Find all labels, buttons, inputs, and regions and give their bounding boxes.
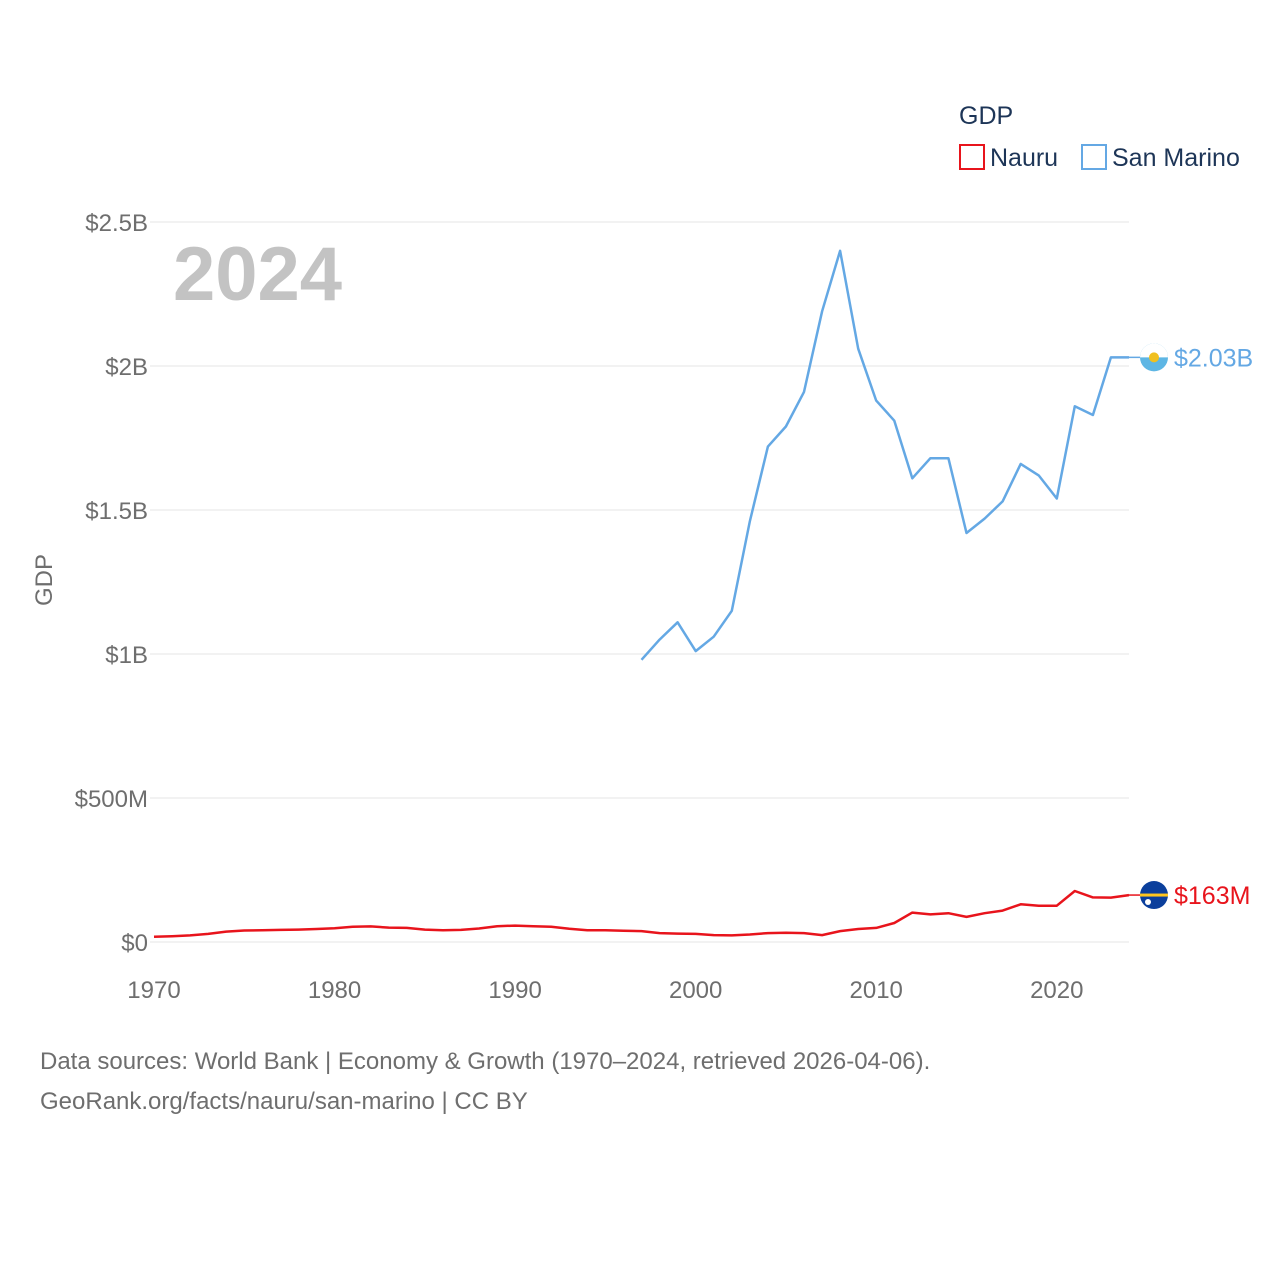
flag-stripe bbox=[1140, 893, 1168, 897]
grid-lines bbox=[150, 221, 1129, 943]
flag-emblem bbox=[1149, 352, 1159, 363]
x-tick-label: 2020 bbox=[1030, 977, 1083, 1004]
gdp-line-chart: $0 $500M $1B $1.5B $2B $2.5B 1970 1980 1990 2000… bbox=[31, 102, 1253, 1004]
legend-swatch-nauru bbox=[959, 144, 985, 170]
series-end-markers: $163M $2.03B bbox=[1129, 343, 1253, 910]
flag-star bbox=[1145, 899, 1151, 906]
y-axis-label: GDP bbox=[31, 554, 58, 606]
end-label-san-marino: $2.03B bbox=[1174, 344, 1253, 372]
x-tick-label: 1990 bbox=[488, 977, 541, 1004]
y-tick-label: $1.5B bbox=[85, 498, 148, 525]
legend-item-nauru[interactable]: Nauru bbox=[959, 144, 1058, 172]
y-tick-label: $1B bbox=[105, 642, 148, 669]
y-axis-ticks: $0 $500M $1B $1.5B $2B $2.5B bbox=[75, 210, 148, 957]
footer: Data sources: World Bank | Economy & Gro… bbox=[40, 1042, 930, 1122]
end-label-nauru: $163M bbox=[1174, 882, 1250, 910]
y-tick-label: $0 bbox=[121, 930, 148, 957]
nauru-flag-icon bbox=[1140, 881, 1168, 910]
series-lines bbox=[153, 249, 1130, 939]
legend-item-san-marino[interactable]: San Marino bbox=[1081, 144, 1240, 172]
flag-upper-half bbox=[1140, 343, 1168, 358]
legend-title: GDP bbox=[959, 102, 1013, 130]
y-tick-label: $2B bbox=[105, 354, 148, 381]
series-line-nauru[interactable] bbox=[153, 889, 1130, 939]
legend-label-san-marino: San Marino bbox=[1112, 144, 1240, 172]
footer-source: Data sources: World Bank | Economy & Gro… bbox=[40, 1048, 931, 1075]
series-line-san-marino[interactable] bbox=[640, 249, 1130, 661]
y-tick-label: $2.5B bbox=[85, 210, 148, 237]
x-tick-label: 2010 bbox=[850, 977, 903, 1004]
x-tick-label: 2000 bbox=[669, 977, 722, 1004]
legend-swatch-san-marino bbox=[1081, 144, 1107, 170]
x-axis-ticks: 1970 1980 1990 2000 2010 2020 bbox=[127, 977, 1083, 1004]
footer-attribution: GeoRank.org/facts/nauru/san-marino | CC … bbox=[40, 1088, 528, 1115]
x-tick-label: 1980 bbox=[308, 977, 361, 1004]
x-tick-label: 1970 bbox=[127, 977, 180, 1004]
legend: GDP Nauru San Marino bbox=[959, 102, 1240, 172]
legend-label-nauru: Nauru bbox=[990, 144, 1058, 172]
san-marino-flag-icon bbox=[1140, 343, 1168, 372]
current-year-watermark: 2024 bbox=[173, 232, 342, 317]
y-tick-label: $500M bbox=[75, 786, 148, 813]
